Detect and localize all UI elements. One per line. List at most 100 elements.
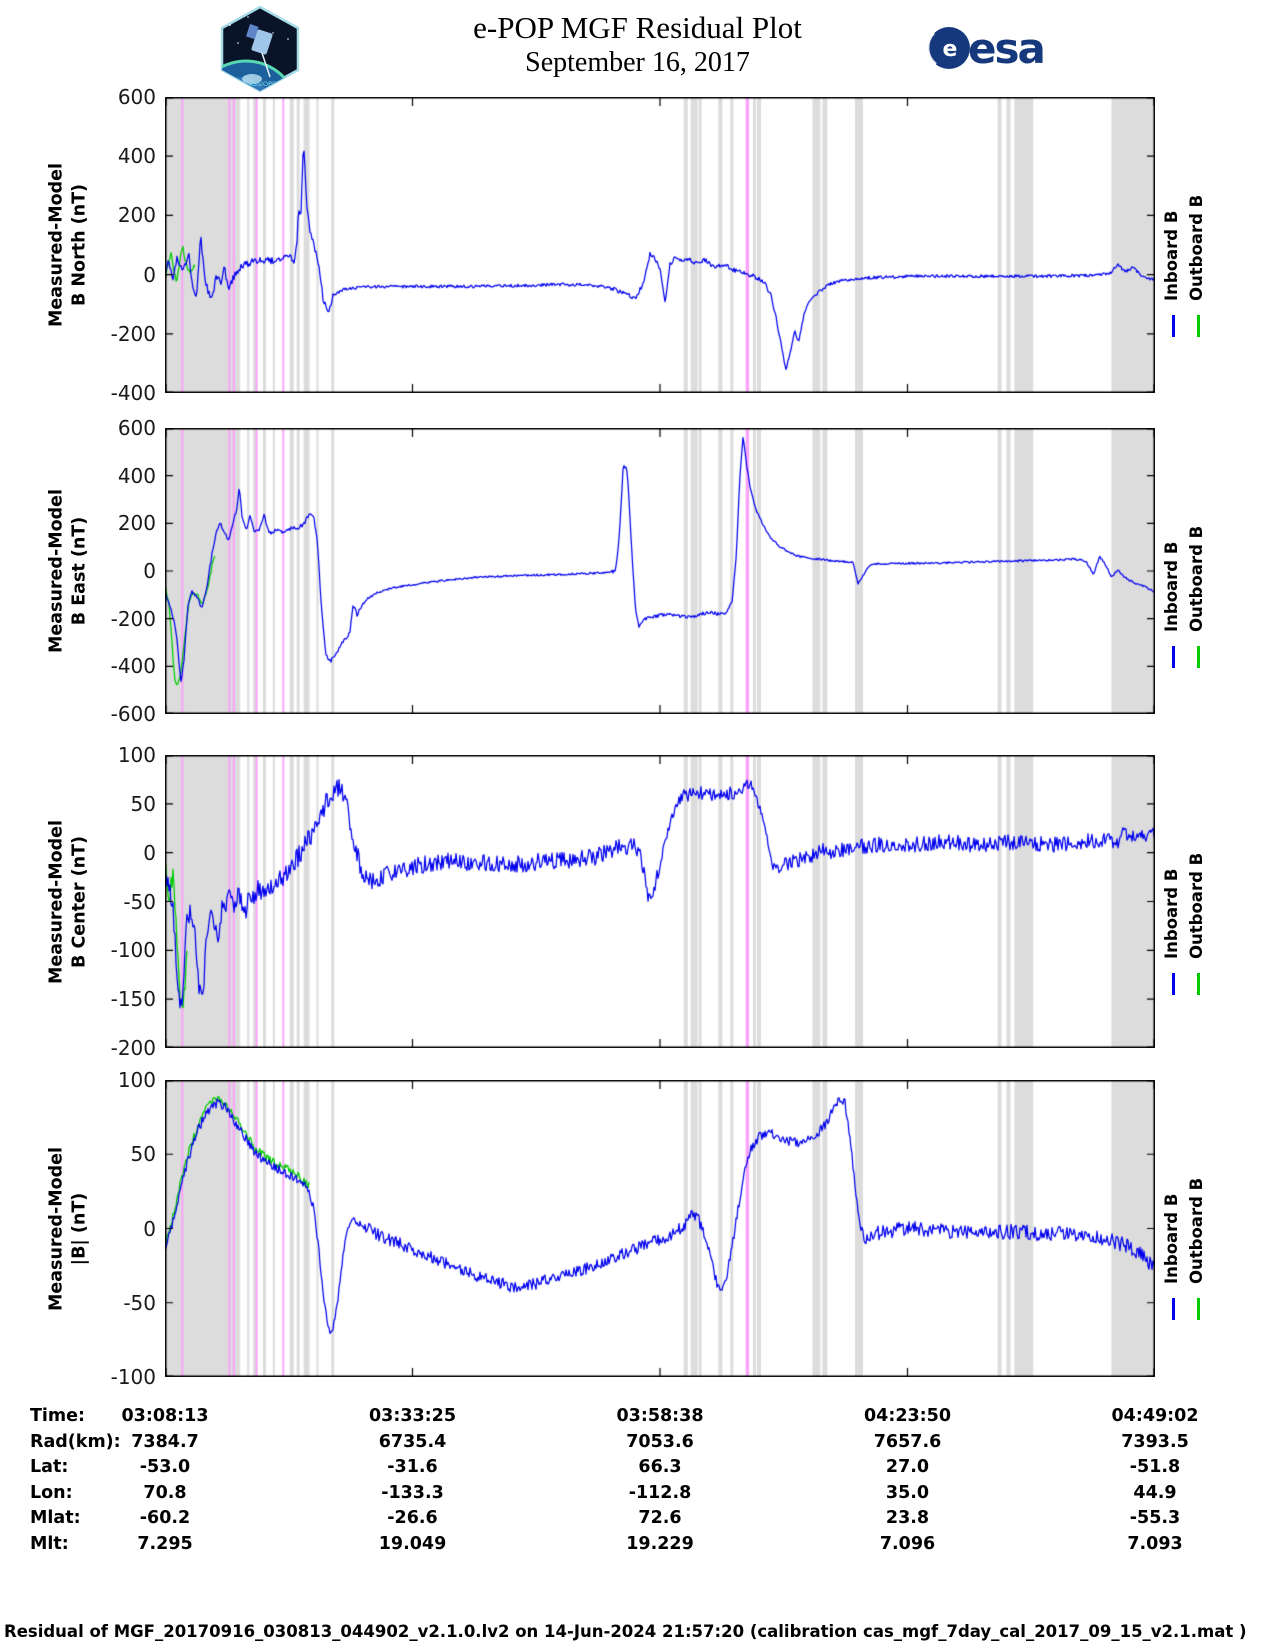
patch-label: CASSIOPE [244, 80, 276, 88]
legend-outboard-swatch [1196, 1298, 1200, 1320]
y-tick-label: 0 [143, 840, 156, 865]
legend-outboard-label: Outboard B [1187, 194, 1206, 301]
y-tick-label: -400 [110, 381, 156, 405]
eph-value: 7.295 [137, 1533, 193, 1554]
y-tick-label: 50 [130, 1142, 156, 1167]
panel-2: Measured-Model B East (nT) 600 400 200 0 -200-… [0, 416, 1275, 726]
eph-value: 7.096 [879, 1533, 936, 1554]
y-tick-label: -200 [110, 1036, 156, 1060]
panel-3: Measured-Model B Center (nT) 100 50 0 -50 -100… [0, 743, 1275, 1060]
legend-inboard-label: Inboard B [1162, 1193, 1181, 1284]
page-subtitle-date: September 16, 2017 [525, 46, 750, 78]
panel-1-plot [165, 97, 1155, 393]
eph-value: 04:23:50 [863, 1406, 952, 1426]
eph-value: 72.6 [638, 1508, 682, 1528]
y-tick-label: -150 [110, 987, 156, 1012]
legend-outboard-label: Outboard B [1187, 1177, 1206, 1284]
footer-calibration-note: Residual of MGF_20170916_030813_044902_v… [4, 1622, 1247, 1641]
eph-value: -26.6 [387, 1508, 438, 1528]
legend: Inboard B Outboard B [1162, 839, 1222, 995]
title-block: e-POP MGF Residual Plot September 16, 20… [0, 10, 1275, 79]
y-tick-label: 0 [143, 559, 156, 583]
eph-value: 19.049 [378, 1533, 447, 1554]
eph-value: 03:58:38 [616, 1406, 704, 1426]
eph-value: 44.9 [1133, 1482, 1177, 1503]
eph-value: 03:33:25 [368, 1406, 457, 1426]
eph-value: -31.6 [387, 1457, 438, 1477]
y-tick-label: -100 [110, 1365, 156, 1389]
panel-4: Measured-Model |B| (nT) 100 50 0 -50 -100 Inboa… [0, 1068, 1275, 1389]
legend: Inboard B Outboard B [1162, 512, 1222, 668]
legend-inboard-swatch [1171, 1298, 1175, 1320]
legend-outboard-label: Outboard B [1187, 525, 1206, 632]
legend-inboard-label: Inboard B [1162, 210, 1181, 301]
eph-value: 66.3 [638, 1457, 682, 1477]
eph-row-label: Lat: [30, 1457, 69, 1477]
legend-outboard-swatch [1196, 315, 1200, 337]
eph-row-label: Mlat: [30, 1508, 81, 1528]
eph-value: -112.8 [628, 1482, 692, 1503]
header: CASSIOPE e-POP MGF Residual Plot Septemb… [0, 0, 1275, 96]
eph-value: -51.8 [1129, 1457, 1181, 1477]
y-tick-label: -200 [110, 606, 156, 631]
eph-value: 7384.7 [131, 1431, 199, 1452]
legend: Inboard B Outboard B [1162, 1164, 1222, 1320]
legend-outboard-label: Outboard B [1187, 852, 1206, 959]
eph-value: -133.3 [381, 1482, 444, 1503]
panel-3-plot [165, 755, 1155, 1048]
eph-row-label: Mlt: [30, 1533, 69, 1554]
esa-wordmark: esa [968, 23, 1046, 73]
legend-inboard-label: Inboard B [1162, 868, 1181, 959]
eph-value: 7657.6 [873, 1431, 942, 1452]
y-tick-label: 100 [117, 1068, 156, 1092]
legend-inboard-swatch [1171, 315, 1175, 337]
eph-value: 7053.6 [626, 1431, 694, 1452]
y-tick-label: -50 [123, 1290, 156, 1315]
y-tick-label: -600 [110, 702, 156, 726]
y-tick-label: 50 [130, 791, 156, 816]
legend: Inboard B Outboard B [1162, 181, 1222, 337]
y-tick-label: 0 [143, 1216, 156, 1241]
legend-inboard-label: Inboard B [1162, 541, 1181, 632]
eph-value: 70.8 [143, 1482, 187, 1503]
y-tick-label: -200 [110, 321, 156, 346]
y-tick-label: 100 [117, 743, 156, 767]
y-axis-label: Measured-Model B North (nT) [46, 162, 89, 328]
svg-text:e: e [943, 37, 958, 62]
y-tick-label: -400 [110, 654, 156, 679]
y-tick-label: -50 [123, 889, 156, 914]
eph-row-label: Rad(km): [30, 1431, 121, 1452]
y-tick-label: 400 [117, 144, 156, 169]
y-tick-label: 400 [117, 463, 156, 488]
y-tick-label: 600 [117, 85, 156, 109]
y-tick-label: 600 [117, 416, 156, 440]
panel-1: Measured-Model B North (nT) 600 400 200 0 -200… [0, 85, 1275, 405]
panel-2-plot [165, 428, 1155, 714]
eph-value: 23.8 [885, 1508, 930, 1528]
panel-4-plot [165, 1080, 1155, 1377]
eph-value: 27.0 [885, 1457, 930, 1477]
y-tick-label: -100 [110, 938, 156, 963]
page-title: e-POP MGF Residual Plot [473, 10, 802, 45]
y-tick-label: 0 [143, 262, 156, 287]
cassiope-mission-patch-icon: CASSIOPE [220, 5, 300, 93]
eph-row-label: Time: [30, 1406, 86, 1426]
eph-value: 19.229 [626, 1533, 694, 1554]
legend-outboard-swatch [1196, 973, 1200, 995]
eph-value: 03:08:13 [121, 1406, 209, 1426]
legend-inboard-swatch [1171, 646, 1175, 668]
eph-value: -55.3 [1129, 1508, 1181, 1528]
esa-globe-icon: e [926, 27, 970, 69]
eph-row-label: Lon: [30, 1482, 73, 1503]
legend-inboard-swatch [1171, 973, 1175, 995]
eph-value: 04:49:02 [1111, 1406, 1199, 1426]
y-tick-label: 200 [117, 203, 156, 228]
eph-value: -60.2 [139, 1508, 191, 1528]
eph-value: -53.0 [139, 1457, 191, 1477]
eph-value: 35.0 [885, 1482, 930, 1503]
eph-value: 7.093 [1127, 1533, 1183, 1554]
legend-outboard-swatch [1196, 646, 1200, 668]
eph-value: 6735.4 [378, 1431, 447, 1452]
y-tick-label: 200 [117, 511, 156, 536]
